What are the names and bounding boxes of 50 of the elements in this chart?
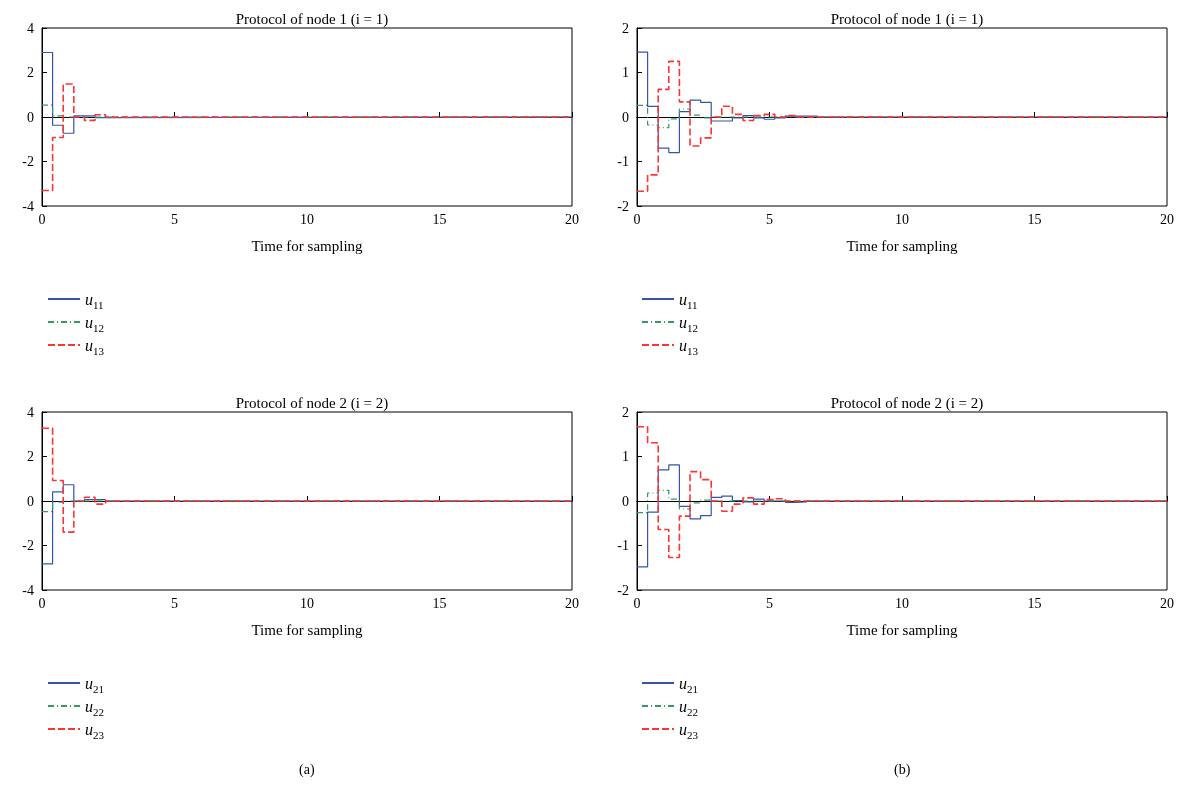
- y-tick-label: 1: [622, 65, 629, 80]
- y-tick-label: -4: [22, 582, 34, 598]
- x-tick-label: 5: [766, 595, 773, 611]
- y-tick-label: -4: [22, 198, 34, 214]
- chart-title: Protocol of node 2 (i = 2): [830, 394, 984, 412]
- x-axis-title: Time for sampling: [846, 237, 959, 254]
- y-tick-label: -1: [617, 538, 629, 553]
- y-tick-label: -2: [617, 582, 629, 598]
- text: (a): [299, 761, 315, 778]
- x-tick-label: 0: [633, 211, 641, 227]
- y-tick-label: 2: [622, 20, 629, 36]
- y-tick-label: 1: [622, 449, 629, 464]
- x-tick-label: 0: [38, 595, 46, 611]
- x-tick-label: 5: [171, 211, 178, 227]
- text: (b): [894, 761, 911, 778]
- x-tick-label: 15: [432, 595, 447, 611]
- x-tick-label: 20: [565, 595, 579, 611]
- y-tick-label: 0: [27, 109, 34, 125]
- y-tick-label: 2: [27, 65, 34, 80]
- y-tick-label: 4: [27, 20, 34, 36]
- y-tick-label: -2: [22, 154, 34, 169]
- x-tick-label: 0: [633, 595, 641, 611]
- y-tick-label: -1: [617, 154, 629, 169]
- chart-title: Protocol of node 1 (i = 1): [830, 10, 984, 28]
- x-tick-label: 10: [895, 211, 909, 227]
- x-tick-label: 10: [300, 211, 314, 227]
- chart-title: Protocol of node 1 (i = 1): [235, 10, 389, 28]
- x-axis-title: Time for sampling: [251, 621, 364, 638]
- chart-title: Protocol of node 2 (i = 2): [235, 394, 389, 412]
- y-tick-label: 2: [622, 404, 629, 420]
- y-tick-label: 0: [622, 109, 629, 125]
- y-tick-label: 0: [27, 493, 34, 509]
- x-tick-label: 0: [38, 211, 46, 227]
- x-tick-label: 10: [300, 595, 314, 611]
- x-tick-label: 20: [565, 211, 579, 227]
- y-tick-label: 2: [27, 449, 34, 464]
- x-tick-label: 15: [1027, 595, 1042, 611]
- x-axis-title: Time for sampling: [251, 237, 364, 254]
- x-tick-label: 5: [766, 211, 773, 227]
- x-tick-label: 20: [1160, 211, 1174, 227]
- x-tick-label: 15: [1027, 211, 1042, 227]
- x-tick-label: 20: [1160, 595, 1174, 611]
- x-tick-label: 10: [895, 595, 909, 611]
- x-tick-label: 5: [171, 595, 178, 611]
- x-tick-label: 15: [432, 211, 447, 227]
- y-tick-label: -2: [22, 538, 34, 553]
- x-axis-title: Time for sampling: [846, 621, 959, 638]
- y-tick-label: 4: [27, 404, 34, 420]
- y-tick-label: 0: [622, 493, 629, 509]
- y-tick-label: -2: [617, 198, 629, 214]
